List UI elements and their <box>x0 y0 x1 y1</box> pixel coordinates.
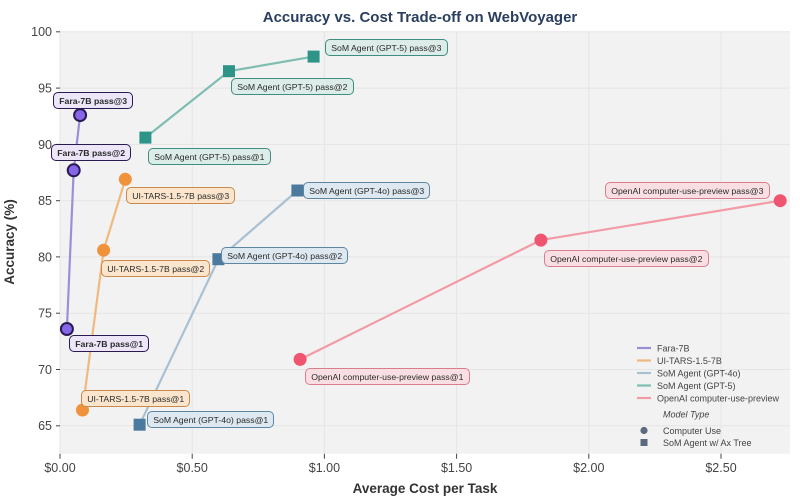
svg-text:$0.50: $0.50 <box>177 461 208 475</box>
svg-text:Accuracy (%): Accuracy (%) <box>2 199 17 285</box>
svg-text:OpenAI computer-use-preview: OpenAI computer-use-preview <box>657 393 780 403</box>
svg-text:$0.00: $0.00 <box>44 461 75 475</box>
svg-text:Average Cost per Task: Average Cost per Task <box>353 481 498 496</box>
svg-text:$2.50: $2.50 <box>705 461 736 475</box>
svg-text:$1.50: $1.50 <box>441 461 472 475</box>
svg-text:SoM Agent w/ Ax Tree: SoM Agent w/ Ax Tree <box>663 438 752 448</box>
svg-text:95: 95 <box>38 82 52 96</box>
svg-text:100: 100 <box>31 25 52 39</box>
svg-text:Computer Use: Computer Use <box>663 426 721 436</box>
svg-text:75: 75 <box>38 307 52 321</box>
svg-text:$1.00: $1.00 <box>309 461 340 475</box>
svg-text:70: 70 <box>38 363 52 377</box>
svg-text:85: 85 <box>38 194 52 208</box>
svg-text:UI-TARS-1.5-7B: UI-TARS-1.5-7B <box>657 356 722 366</box>
svg-text:SoM Agent (GPT-4o): SoM Agent (GPT-4o) <box>657 368 741 378</box>
svg-text:90: 90 <box>38 138 52 152</box>
svg-text:SoM Agent (GPT-5): SoM Agent (GPT-5) <box>657 381 736 391</box>
svg-text:80: 80 <box>38 250 52 264</box>
svg-text:$2.00: $2.00 <box>573 461 604 475</box>
svg-text:Model Type: Model Type <box>663 409 709 419</box>
svg-text:Fara-7B: Fara-7B <box>657 343 690 353</box>
svg-text:65: 65 <box>38 419 52 433</box>
